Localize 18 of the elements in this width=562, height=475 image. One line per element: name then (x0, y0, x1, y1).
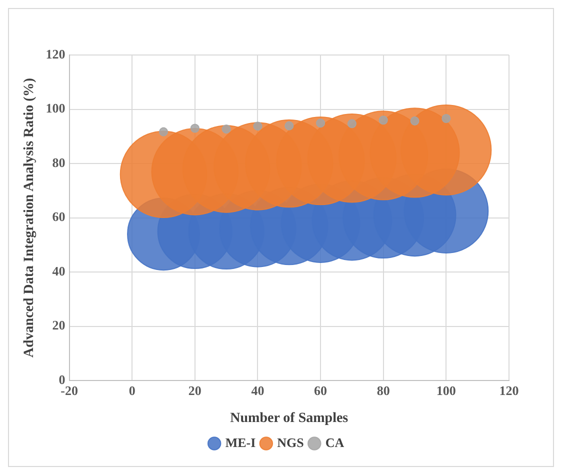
y-tick-label: 40 (52, 263, 66, 278)
y-tick-label: 100 (46, 100, 66, 116)
y-tick-label: 20 (52, 318, 66, 333)
x-tick-label: 60 (314, 382, 328, 398)
x-tick-label: 20 (188, 382, 202, 398)
x-axis-title: Number of Samples (230, 411, 349, 426)
x-tick-label: 80 (376, 382, 390, 398)
x-tick-label: 100 (436, 382, 456, 398)
y-tick-label: 80 (52, 154, 66, 170)
y-tick-label: 60 (52, 209, 66, 224)
legend-label: ME-I (225, 434, 256, 450)
x-tick-label: 120 (499, 382, 519, 398)
legend-label: CA (325, 434, 345, 450)
x-tick-label: 0 (128, 382, 136, 398)
legend-label: NGS (277, 434, 304, 450)
y-tick-label: 120 (46, 46, 66, 62)
y-axis-title: Advanced Data Integration Analysis Ratio (%) (22, 78, 38, 358)
x-tick-label: 40 (251, 382, 264, 398)
